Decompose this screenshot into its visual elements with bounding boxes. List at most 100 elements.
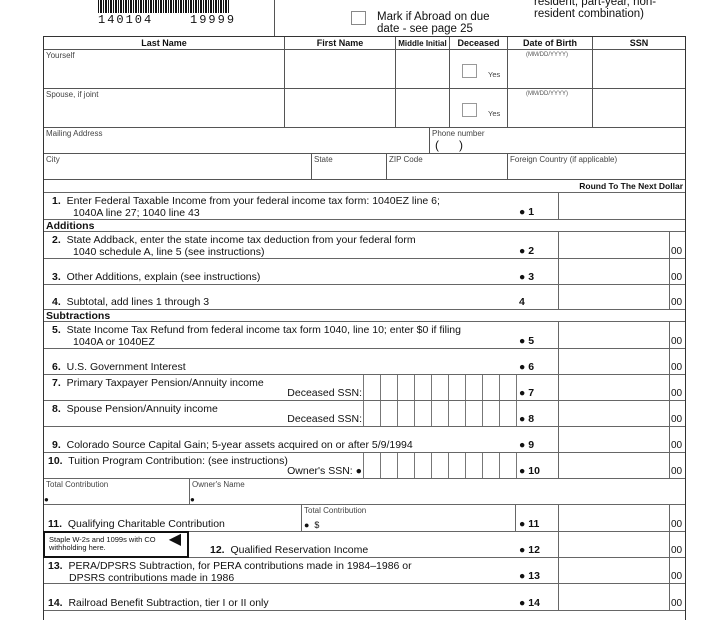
yourself-first-name[interactable] [285,50,396,89]
spouse-ssn[interactable] [593,89,685,128]
yourself-ssn[interactable] [593,50,685,89]
cents-field[interactable]: 00 [669,532,685,557]
line-ref: ● 5 [519,335,535,347]
dollar-prefix: ● $ [304,520,320,530]
ssn-digit-box[interactable] [465,375,482,400]
state-field[interactable]: State [312,154,387,180]
ssn-digit-box[interactable] [380,453,397,478]
ssn-digit-box[interactable] [499,375,516,400]
line-5: 5. State Income Tax Refund from federal … [44,322,685,349]
cents-field[interactable]: 00 [669,401,685,426]
cents-field[interactable]: 00 [669,322,685,348]
line-ref: ● 9 [519,439,535,451]
amount-field[interactable] [558,401,669,426]
spouse-middle-initial[interactable] [396,89,450,128]
phone-field[interactable]: Phone number( ) [430,128,685,154]
amount-field[interactable] [558,584,669,610]
amount-field[interactable] [558,375,669,400]
ssn-digit-box[interactable] [448,401,465,426]
amount-field[interactable] [558,322,669,348]
owner-name-field[interactable]: Owner's Name ● [190,479,685,504]
line-text: 14. Railroad Benefit Subtraction, tier I… [48,597,269,609]
cents-value: 00 [671,362,683,373]
charitable-total-field[interactable]: Total Contribution ● $ [301,505,516,531]
zip-label: ZIP Code [389,155,423,164]
abroad-checkbox[interactable] [351,11,366,25]
mailing-address-field[interactable]: Mailing Address [44,128,430,154]
ssn-digit-box[interactable] [431,453,448,478]
divider [516,453,517,478]
ssn-digit-box[interactable] [482,401,499,426]
amount-field[interactable] [558,285,669,309]
ssn-digit-box[interactable] [397,401,414,426]
amount-field[interactable] [558,558,669,583]
line-ref: ● 14 [519,597,540,609]
cents-field[interactable]: 00 [669,259,685,284]
yourself-middle-initial[interactable] [396,50,450,89]
amount-field[interactable] [558,505,669,531]
amount-field[interactable] [558,232,669,258]
amount-field[interactable] [558,453,669,478]
amount-field[interactable] [558,532,669,557]
ssn-digit-box[interactable] [448,453,465,478]
cents-value: 00 [671,466,683,477]
yourself-deceased-checkbox[interactable] [462,64,477,78]
charitable-total-label: Total Contribution [304,506,367,515]
amount-field[interactable] [558,193,669,219]
ssn-digit-box[interactable] [363,375,380,400]
spouse-deceased-checkbox[interactable] [462,103,477,117]
yourself-last-name[interactable]: Yourself [44,50,285,89]
ssn-digit-box[interactable] [363,453,380,478]
cents-value: 00 [671,246,683,257]
cents-field[interactable]: 00 [669,232,685,258]
spouse-last-name[interactable]: Spouse, if joint [44,89,285,128]
ssn-digit-box[interactable] [482,453,499,478]
cents-field[interactable]: 00 [669,375,685,400]
line-ref: ● 6 [519,361,535,373]
col-ssn: SSN [593,37,685,50]
ssn-digit-box[interactable] [414,375,431,400]
ssn-digit-box[interactable] [499,401,516,426]
line-ref: ● 10 [519,465,540,477]
col-middle-initial: Middle Initial [396,37,450,50]
cents-field[interactable]: 00 [669,584,685,610]
ssn-digit-box[interactable] [397,453,414,478]
ssn-digit-box[interactable] [414,401,431,426]
line-ref: 4 [519,296,525,308]
foreign-label: Foreign Country (if applicable) [510,155,618,164]
cents-field[interactable]: 00 [669,505,685,531]
line-subtext: 1040A line 27; 1040 line 43 [73,207,200,219]
total-contribution-field[interactable]: Total Contribution ● [44,479,190,504]
city-field[interactable]: City [44,154,312,180]
foreign-country-field[interactable]: Foreign Country (if applicable) [508,154,685,180]
yourself-dob[interactable]: (MM/DD/YYYY) [508,50,593,89]
ssn-digit-box[interactable] [499,453,516,478]
cents-field[interactable]: 00 [669,427,685,452]
ssn-digit-box[interactable] [482,375,499,400]
ssn-digit-box[interactable] [380,375,397,400]
amount-field[interactable] [558,349,669,374]
ssn-digit-box[interactable] [414,453,431,478]
ssn-digit-box[interactable] [380,401,397,426]
ssn-digit-box[interactable] [431,375,448,400]
cents-field[interactable]: 00 [669,558,685,583]
zip-field[interactable]: ZIP Code [387,154,508,180]
cents-field [669,193,685,219]
amount-field[interactable] [558,427,669,452]
ssn-digit-box[interactable] [431,401,448,426]
ssn-digit-box[interactable] [397,375,414,400]
ssn-digit-box[interactable] [448,375,465,400]
amount-field[interactable] [558,259,669,284]
ssn-digit-box[interactable] [363,401,380,426]
tax-form: Last Name First Name Middle Initial Dece… [43,36,686,620]
cents-field[interactable]: 00 [669,453,685,478]
ssn-digit-box[interactable] [465,453,482,478]
cents-field[interactable]: 00 [669,349,685,374]
spouse-first-name[interactable] [285,89,396,128]
line-6: 6. U.S. Government Interest ● 6 00 [44,349,685,375]
line-text: 13. PERA/DPSRS Subtraction, for PERA con… [48,560,412,572]
spouse-dob[interactable]: (MM/DD/YYYY) [508,89,593,128]
ssn-digit-box[interactable] [465,401,482,426]
line-text: 7. Primary Taxpayer Pension/Annuity inco… [52,377,264,389]
cents-field[interactable]: 00 [669,285,685,309]
